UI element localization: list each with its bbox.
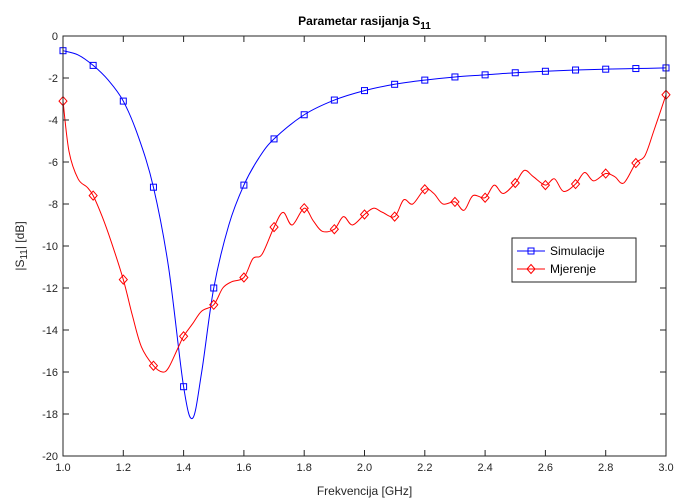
x-tick-label: 1.0	[55, 462, 70, 474]
series-simulacije-marker	[210, 284, 218, 292]
series-simulacije-marker	[511, 69, 519, 77]
series-simulacije-marker	[330, 96, 338, 104]
x-tick-label: 3.0	[658, 462, 673, 474]
series-simulacije-marker	[541, 67, 549, 75]
y-tick-label: -14	[42, 325, 58, 337]
legend-label-mjerenje: Mjerenje	[550, 262, 596, 276]
y-tick-label: -2	[48, 73, 58, 85]
series-simulacije-marker	[300, 111, 308, 119]
series-mjerenje-marker	[631, 157, 641, 169]
chart-title-main: Parametar rasijanja S	[298, 14, 420, 28]
y-tick-label: -12	[42, 283, 58, 295]
series-mjerenje-marker	[269, 221, 279, 233]
series-mjerenje-marker	[148, 360, 159, 371]
legend-item-simulacije: Simulacije	[517, 244, 605, 258]
legend-box	[511, 237, 637, 283]
series-simulacije-marker	[481, 71, 489, 79]
series-simulacije-marker	[632, 65, 640, 73]
series-simulacije-marker	[270, 135, 278, 143]
series-simulacije-marker	[602, 65, 610, 73]
series-mjerenje-marker	[178, 331, 189, 342]
y-tick-label: -20	[42, 451, 58, 463]
series-layer	[58, 47, 671, 420]
series-simulacije	[59, 47, 670, 420]
series-simulacije-marker	[391, 80, 399, 88]
series-mjerenje-marker	[570, 178, 581, 190]
x-tick-label: 2.8	[598, 462, 613, 474]
series-simulacije-marker	[149, 183, 157, 191]
series-mjerenje-marker	[329, 223, 340, 235]
x-tick-label: 2.0	[357, 462, 372, 474]
chart-title: Parametar rasijanja S11	[298, 14, 431, 32]
series-mjerenje-marker	[209, 299, 219, 311]
series-mjerenje-marker	[540, 179, 551, 191]
legend-label-simulacije: Simulacije	[550, 244, 605, 258]
series-mjerenje-marker	[88, 190, 98, 201]
series-simulacije-marker	[240, 181, 248, 189]
series-mjerenje-marker	[299, 202, 309, 214]
x-tick-label: 1.6	[236, 462, 251, 474]
y-tick-label: -10	[42, 241, 58, 253]
y-tick-label: -6	[48, 157, 58, 169]
series-simulacije-marker	[89, 61, 97, 69]
legend: Simulacije Mjerenje	[511, 237, 637, 283]
x-tick-label: 1.2	[116, 462, 131, 474]
series-simulacije-marker	[361, 87, 368, 95]
ticks-layer: 1.0 1.2 1.4 1.6 1.8 2.0 2.2 2.4 2.6 2.8 3.0 0 -2 -4 -6…	[42, 31, 674, 474]
series-mjerenje-marker	[118, 274, 128, 285]
y-tick-label: 0	[52, 31, 58, 43]
y-tick-label: -18	[42, 409, 58, 421]
legend-marker-simulacije	[527, 247, 535, 255]
x-tick-label: 1.4	[176, 462, 191, 474]
x-tick-label: 1.8	[297, 462, 312, 474]
series-mjerenje-marker	[510, 177, 520, 189]
series-mjerenje	[58, 89, 671, 373]
chart-title-subscript: 11	[420, 21, 431, 32]
legend-items: Simulacije Mjerenje	[517, 244, 605, 276]
y-axis-label-prefix: |S	[13, 260, 27, 271]
series-mjerenje-line	[62, 94, 667, 373]
series-simulacije-marker	[180, 383, 188, 391]
series-mjerenje-marker	[450, 196, 460, 208]
y-tick-label: -16	[42, 367, 58, 379]
x-tick-label: 2.6	[538, 462, 553, 474]
series-simulacije-marker	[572, 66, 580, 74]
x-tick-label: 2.2	[417, 462, 432, 474]
y-axis-label-suffix: | [dB]	[13, 221, 27, 249]
series-simulacije-line	[62, 50, 667, 420]
x-axis-label: Frekvencija [GHz]	[317, 484, 412, 498]
series-simulacije-marker	[421, 76, 429, 84]
series-simulacije-marker	[119, 97, 127, 105]
x-tick-label: 2.4	[477, 462, 492, 474]
series-mjerenje-marker	[359, 209, 370, 220]
series-mjerenje-marker	[420, 184, 430, 195]
series-mjerenje-marker	[239, 272, 249, 283]
y-axis-label: |S11| [dB]	[13, 221, 30, 270]
legend-marker-mjerenje	[526, 263, 536, 275]
series-mjerenje-marker	[601, 168, 611, 179]
y-axis-label-subscript: 11	[19, 249, 30, 260]
series-mjerenje-marker	[389, 211, 400, 222]
y-tick-label: -4	[48, 115, 58, 127]
series-simulacije-marker	[451, 73, 459, 81]
series-mjerenje-marker	[480, 192, 490, 203]
legend-item-mjerenje: Mjerenje	[517, 262, 596, 276]
y-tick-label: -8	[48, 199, 58, 211]
